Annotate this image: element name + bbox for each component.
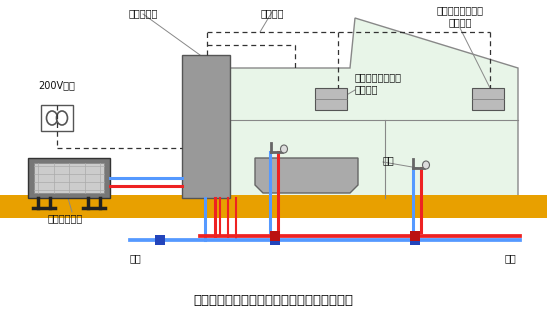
Text: お湯: お湯 <box>504 253 516 263</box>
Bar <box>155 235 165 245</box>
Text: 給湯コントローラ
（台所）: 給湯コントローラ （台所） <box>437 5 484 27</box>
Text: 給湯コントローラ
（浴室）: 給湯コントローラ （浴室） <box>355 72 402 95</box>
Text: 電気配線: 電気配線 <box>260 8 284 18</box>
Ellipse shape <box>56 111 67 125</box>
Bar <box>472 88 504 110</box>
Text: ヒートポンプ: ヒートポンプ <box>48 213 83 223</box>
Text: 200V電源: 200V電源 <box>38 80 75 90</box>
Text: 貯湯タンク: 貯湯タンク <box>129 8 158 18</box>
Bar <box>34 163 104 193</box>
Polygon shape <box>185 18 518 198</box>
Bar <box>270 231 280 241</box>
Bar <box>41 105 73 131</box>
Bar <box>182 55 230 198</box>
Ellipse shape <box>281 145 288 153</box>
Bar <box>315 88 347 110</box>
Bar <box>410 235 420 245</box>
Ellipse shape <box>46 111 57 125</box>
Text: 追炊き配管: 追炊き配管 <box>198 137 228 147</box>
Bar <box>28 158 110 198</box>
Bar <box>270 235 280 245</box>
Ellipse shape <box>422 161 429 169</box>
Text: 蛇口: 蛇口 <box>383 155 395 165</box>
Polygon shape <box>255 158 358 193</box>
Text: 給水: 給水 <box>129 253 141 263</box>
Text: 図１　エコキュート給湯器周りの機器構成図: 図１ エコキュート給湯器周りの機器構成図 <box>193 294 353 306</box>
Bar <box>410 231 420 241</box>
Bar <box>0 195 547 218</box>
